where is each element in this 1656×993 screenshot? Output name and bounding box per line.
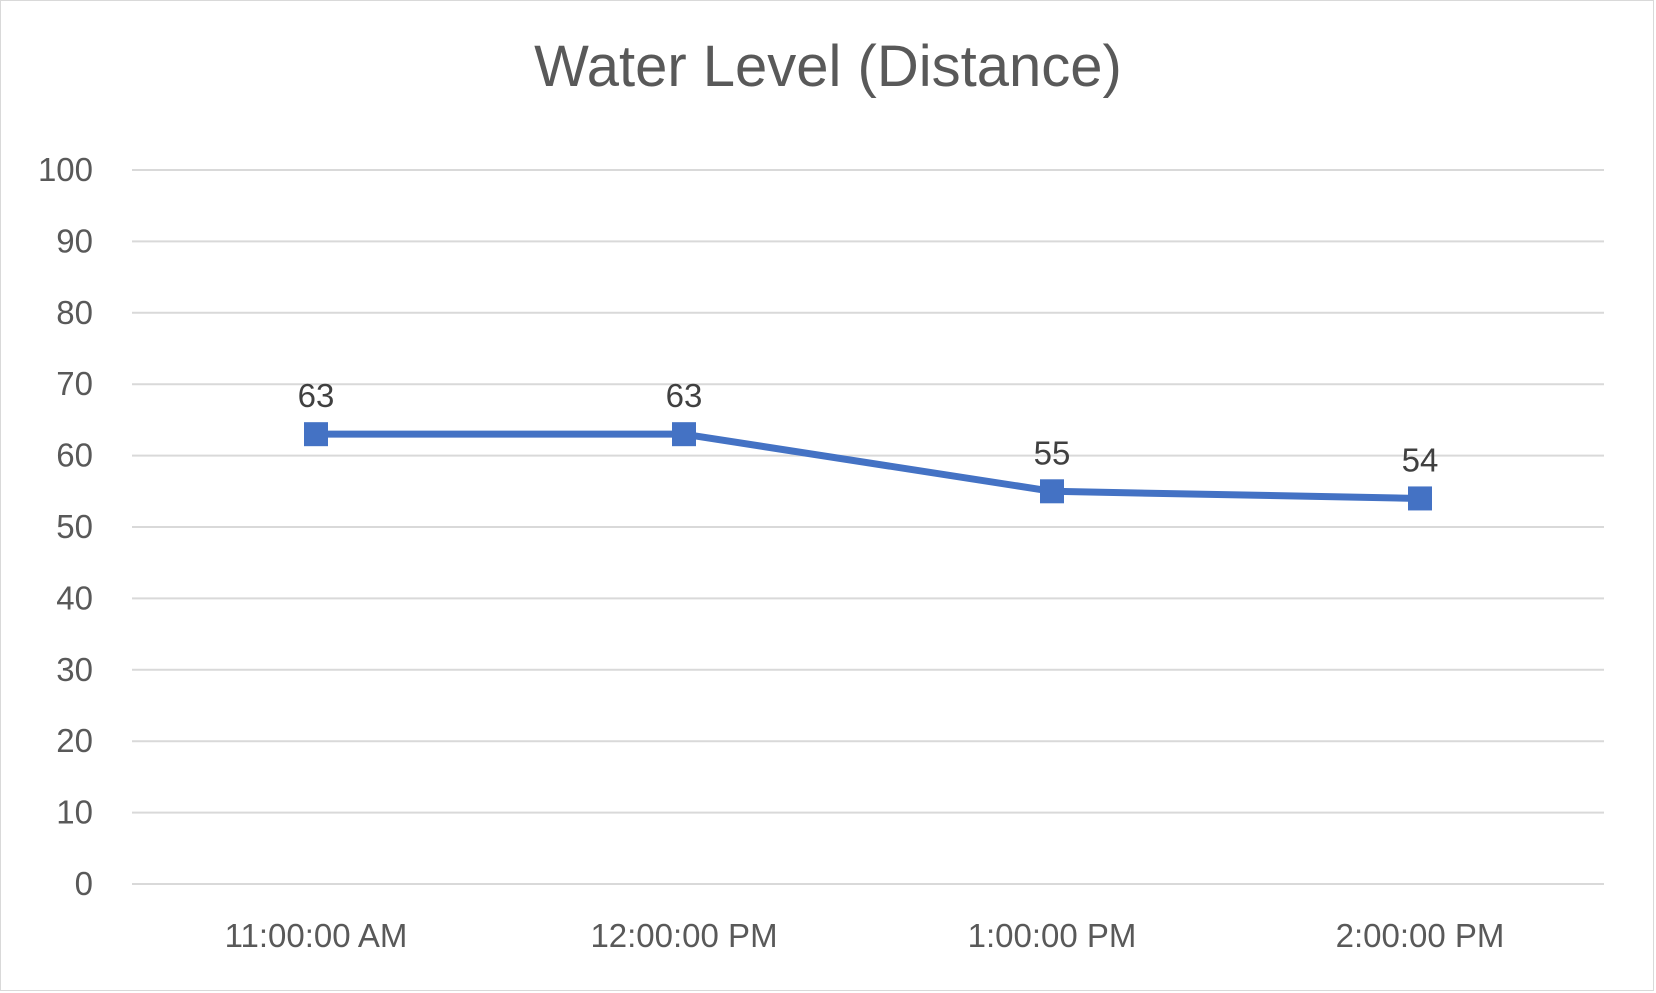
data-labels: 63 63 55 54	[298, 377, 1439, 478]
y-tick-label: 20	[56, 722, 93, 759]
y-tick-label: 90	[56, 222, 93, 259]
y-tick-label: 100	[38, 151, 93, 188]
data-label: 63	[298, 377, 335, 414]
data-point-marker	[1408, 486, 1432, 511]
x-tick-label: 1:00:00 PM	[968, 917, 1137, 954]
x-axis-ticks: 11:00:00 AM 12:00:00 PM 1:00:00 PM 2:00:00 …	[225, 917, 1505, 954]
x-tick-label: 2:00:00 PM	[1336, 917, 1505, 954]
series-line	[312, 430, 1424, 502]
data-point-marker	[1040, 479, 1064, 504]
y-tick-label: 80	[56, 294, 93, 331]
chart-title: Water Level (Distance)	[534, 34, 1122, 99]
x-tick-label: 12:00:00 PM	[590, 917, 777, 954]
series-layer	[304, 422, 1432, 511]
y-tick-label: 10	[56, 794, 93, 831]
data-label: 54	[1402, 441, 1439, 478]
data-label: 55	[1034, 434, 1071, 471]
y-tick-label: 0	[75, 865, 93, 902]
y-axis-ticks: 0 10 20 30 40 50 60 70 80 90 100	[38, 151, 93, 902]
y-tick-label: 70	[56, 365, 93, 402]
y-tick-label: 30	[56, 651, 93, 688]
y-tick-label: 40	[56, 579, 93, 616]
data-point-marker	[304, 422, 328, 447]
x-tick-label: 11:00:00 AM	[225, 917, 408, 954]
y-tick-label: 50	[56, 508, 93, 545]
data-label: 63	[666, 377, 703, 414]
gridlines	[132, 169, 1604, 885]
y-tick-label: 60	[56, 437, 93, 474]
data-point-marker	[672, 422, 696, 447]
